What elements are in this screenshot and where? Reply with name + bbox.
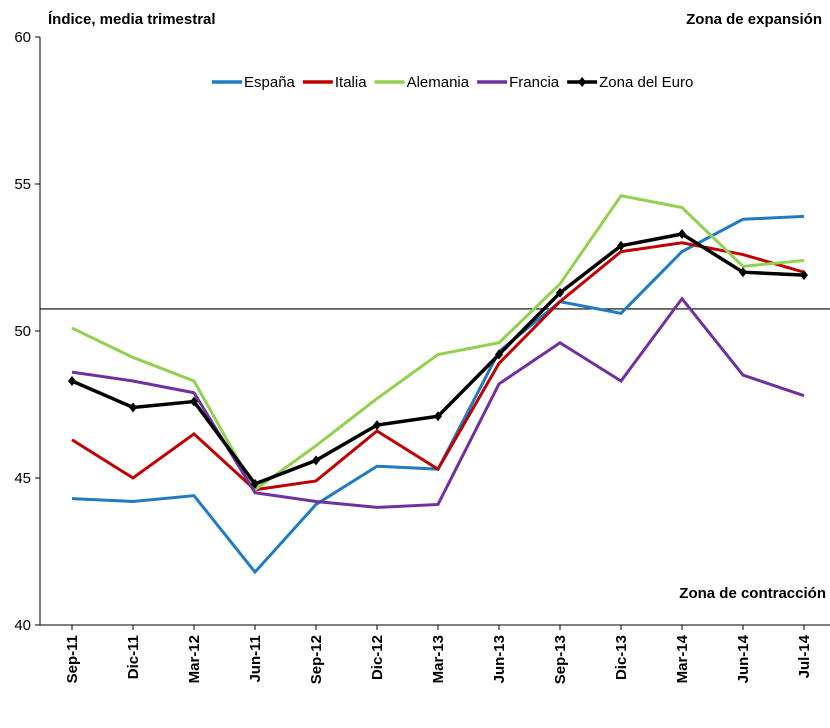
marker bbox=[739, 267, 747, 278]
marker bbox=[434, 411, 442, 422]
series-line bbox=[71, 194, 805, 492]
x-tick-label: Sep-12 bbox=[308, 635, 325, 684]
marker bbox=[129, 402, 137, 413]
legend-label: Francia bbox=[509, 74, 560, 91]
y-tick-label: 40 bbox=[14, 617, 31, 634]
series-line bbox=[71, 214, 805, 575]
x-tick-label: Mar-13 bbox=[430, 635, 447, 683]
x-tick-label: Sep-13 bbox=[552, 635, 569, 684]
marker bbox=[190, 396, 198, 407]
x-tick-label: Jun-13 bbox=[491, 635, 508, 683]
marker bbox=[373, 420, 381, 431]
x-tick-label: Dic-12 bbox=[369, 635, 386, 680]
marker bbox=[495, 349, 503, 360]
legend-label: Alemania bbox=[407, 74, 470, 91]
legend-marker bbox=[578, 77, 587, 87]
marker bbox=[800, 270, 808, 281]
legend-label: Zona del Euro bbox=[599, 74, 693, 91]
x-tick-label: Dic-13 bbox=[613, 635, 630, 680]
x-tick-label: Jun-11 bbox=[247, 635, 264, 683]
annotation: Zona de expansión bbox=[686, 11, 822, 28]
x-tick-label: Dic-11 bbox=[125, 635, 142, 679]
marker bbox=[251, 478, 259, 489]
series-line bbox=[71, 296, 805, 509]
x-tick-label: Jun-14 bbox=[735, 634, 752, 683]
x-tick-label: Mar-12 bbox=[186, 635, 203, 683]
annotation: Zona de contracción bbox=[679, 585, 826, 602]
marker bbox=[678, 228, 686, 239]
series-line bbox=[71, 241, 805, 492]
legend-label: España bbox=[244, 74, 296, 91]
x-tick-label: Mar-14 bbox=[674, 634, 691, 683]
series-line bbox=[71, 232, 805, 486]
marker bbox=[556, 287, 564, 298]
y-tick-label: 45 bbox=[14, 470, 31, 487]
y-tick-label: 60 bbox=[14, 29, 31, 46]
x-tick-label: Sep-11 bbox=[64, 635, 81, 683]
marker bbox=[68, 375, 76, 386]
y-tick-label: 50 bbox=[14, 323, 31, 340]
chart-title: Índice, media trimestral bbox=[48, 11, 216, 28]
marker bbox=[617, 240, 625, 251]
x-tick-label: Jul-14 bbox=[796, 634, 813, 678]
legend-label: Italia bbox=[335, 74, 367, 91]
y-tick-label: 55 bbox=[14, 176, 31, 193]
marker bbox=[312, 455, 320, 466]
